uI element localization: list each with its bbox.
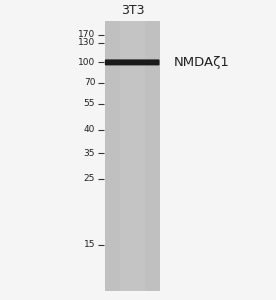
Text: 15: 15 (84, 240, 95, 249)
Text: NMDAζ1: NMDAζ1 (174, 56, 230, 69)
Text: 100: 100 (78, 58, 95, 67)
FancyBboxPatch shape (105, 59, 160, 65)
Bar (120, 21, 145, 291)
Text: 55: 55 (84, 99, 95, 108)
Text: 130: 130 (78, 38, 95, 47)
Text: 70: 70 (84, 78, 95, 87)
Text: 40: 40 (84, 125, 95, 134)
Text: 35: 35 (84, 148, 95, 158)
Text: 3T3: 3T3 (121, 4, 144, 17)
Text: 25: 25 (84, 174, 95, 183)
Text: 170: 170 (78, 30, 95, 39)
Bar (105, 21, 160, 291)
